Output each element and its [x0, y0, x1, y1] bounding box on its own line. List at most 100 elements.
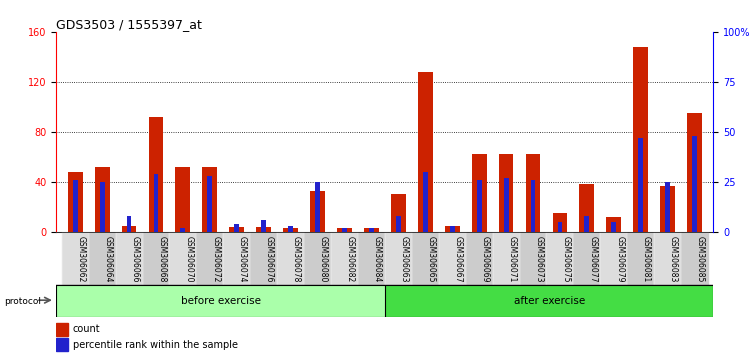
Text: GDS3503 / 1555397_at: GDS3503 / 1555397_at [56, 18, 202, 31]
Text: protocol: protocol [4, 297, 41, 306]
Bar [660, 185, 675, 232]
Bar [229, 227, 244, 232]
Text: GSM306072: GSM306072 [211, 236, 220, 282]
Bar [358, 232, 385, 285]
Bar [234, 224, 239, 232]
Text: GSM306074: GSM306074 [238, 236, 247, 282]
Text: GSM306082: GSM306082 [346, 236, 354, 282]
Text: GSM306077: GSM306077 [588, 236, 597, 282]
Bar [176, 167, 190, 232]
Bar [56, 338, 68, 351]
Bar [310, 190, 325, 232]
Bar [600, 232, 627, 285]
Bar [504, 178, 508, 232]
Bar [250, 232, 277, 285]
Bar [520, 232, 547, 285]
Text: after exercise: after exercise [514, 296, 585, 306]
Text: GSM306066: GSM306066 [131, 236, 140, 282]
Bar [337, 228, 352, 232]
Text: GSM306078: GSM306078 [292, 236, 301, 282]
Bar [170, 232, 196, 285]
Bar [466, 232, 493, 285]
Bar [499, 154, 514, 232]
Bar [439, 232, 466, 285]
Text: GSM306084: GSM306084 [372, 236, 382, 282]
Bar [606, 217, 621, 232]
Text: GSM306070: GSM306070 [184, 236, 193, 282]
Bar [557, 222, 562, 232]
Bar [627, 232, 654, 285]
Bar [445, 225, 460, 232]
Bar [611, 222, 617, 232]
Text: GSM306080: GSM306080 [319, 236, 328, 282]
Text: GSM306083: GSM306083 [669, 236, 678, 282]
Text: GSM306062: GSM306062 [77, 236, 86, 282]
Bar [100, 182, 104, 232]
Bar [692, 136, 697, 232]
Bar [331, 232, 358, 285]
Text: percentile rank within the sample: percentile rank within the sample [73, 340, 238, 350]
Text: GSM306075: GSM306075 [561, 236, 570, 282]
Bar [261, 220, 266, 232]
Bar [256, 227, 271, 232]
Bar [681, 232, 708, 285]
Bar [526, 154, 541, 232]
Bar [553, 213, 567, 232]
Text: GSM306064: GSM306064 [104, 236, 113, 282]
Text: GSM306081: GSM306081 [642, 236, 651, 282]
Text: GSM306085: GSM306085 [696, 236, 705, 282]
Text: GSM306071: GSM306071 [508, 236, 517, 282]
Bar [547, 232, 574, 285]
Bar [89, 232, 116, 285]
Text: count: count [73, 324, 101, 334]
Bar [223, 232, 250, 285]
Bar [95, 167, 110, 232]
Bar [493, 232, 520, 285]
Bar [73, 180, 77, 232]
Bar [315, 182, 320, 232]
Text: GSM306068: GSM306068 [157, 236, 166, 282]
Text: GSM306069: GSM306069 [481, 236, 490, 282]
Bar [638, 138, 643, 232]
Bar [369, 228, 374, 232]
Bar [574, 232, 600, 285]
Bar [180, 228, 185, 232]
Bar [472, 154, 487, 232]
Text: GSM306076: GSM306076 [265, 236, 274, 282]
Bar [277, 232, 304, 285]
Bar [477, 180, 481, 232]
Text: GSM306065: GSM306065 [427, 236, 436, 282]
Bar [584, 216, 590, 232]
Bar [385, 232, 412, 285]
Bar [385, 285, 713, 317]
Bar [342, 228, 347, 232]
Bar [127, 216, 131, 232]
Bar [68, 172, 83, 232]
Bar [633, 47, 648, 232]
Bar [116, 232, 143, 285]
Bar [196, 232, 223, 285]
Bar [396, 216, 401, 232]
Bar [391, 194, 406, 232]
Bar [56, 323, 68, 336]
Bar [153, 174, 158, 232]
Text: GSM306067: GSM306067 [454, 236, 463, 282]
Bar [531, 180, 535, 232]
Text: before exercise: before exercise [180, 296, 261, 306]
Bar [56, 285, 385, 317]
Bar [418, 72, 433, 232]
Bar [283, 228, 298, 232]
Bar [304, 232, 331, 285]
Bar [207, 176, 213, 232]
Text: GSM306073: GSM306073 [535, 236, 544, 282]
Bar [203, 167, 217, 232]
Text: GSM306063: GSM306063 [400, 236, 409, 282]
Bar [687, 113, 702, 232]
Bar [654, 232, 681, 285]
Bar [149, 117, 164, 232]
Bar [143, 232, 170, 285]
Bar [288, 226, 293, 232]
Bar [364, 228, 379, 232]
Bar [122, 225, 137, 232]
Bar [580, 184, 594, 232]
